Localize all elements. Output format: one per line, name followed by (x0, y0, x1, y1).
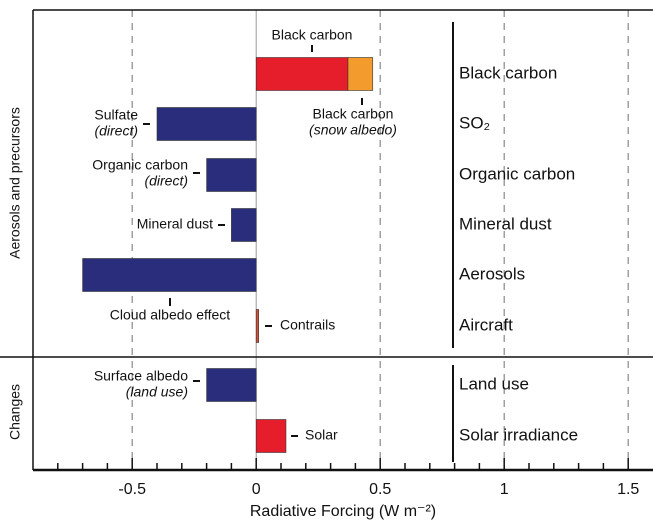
category-label: Aerosols (459, 264, 525, 283)
bar-label: Cloud albedo effect (110, 307, 230, 323)
bar-label: Surface albedo (94, 368, 188, 384)
group-label: Changes (7, 384, 23, 440)
bar (206, 158, 257, 192)
group-label: Aerosols and precursors (7, 107, 23, 259)
category-label: Solar irradiance (459, 425, 578, 444)
bar (156, 107, 257, 141)
bar (255, 419, 287, 453)
bar (255, 57, 349, 91)
bar-sublabel: (direct) (94, 123, 138, 139)
category-label: SO₂ (459, 113, 490, 132)
bar-sublabel: (land use) (126, 384, 188, 400)
bar-sublabel: (direct) (144, 173, 188, 189)
bar (231, 208, 257, 242)
x-tick-label: 0.5 (369, 481, 391, 498)
bar-label: Mineral dust (137, 216, 213, 232)
bar-label: Organic carbon (92, 157, 188, 173)
bar (82, 258, 257, 292)
bar-label: Contrails (280, 317, 335, 333)
category-label: Organic carbon (459, 164, 575, 183)
category-label: Aircraft (459, 315, 513, 334)
bar-label: Black carbon (272, 27, 353, 43)
bar-label: Black carbon (313, 106, 394, 122)
x-tick-label: 1.5 (617, 481, 639, 498)
x-tick-label: -0.5 (118, 481, 146, 498)
bar (347, 57, 374, 91)
x-tick-label: 0 (252, 481, 261, 498)
category-label: Mineral dust (459, 214, 552, 233)
bar (255, 309, 259, 343)
x-axis-label: Radiative Forcing (W m⁻²) (250, 503, 436, 520)
bar-label: Solar (305, 427, 338, 443)
category-label: Black carbon (459, 63, 557, 82)
bar-sublabel: (snow albedo) (309, 122, 397, 138)
category-label: Land use (459, 374, 529, 393)
bar (206, 368, 257, 402)
bar-label: Sulfate (94, 107, 138, 123)
x-tick-label: 1 (500, 481, 509, 498)
